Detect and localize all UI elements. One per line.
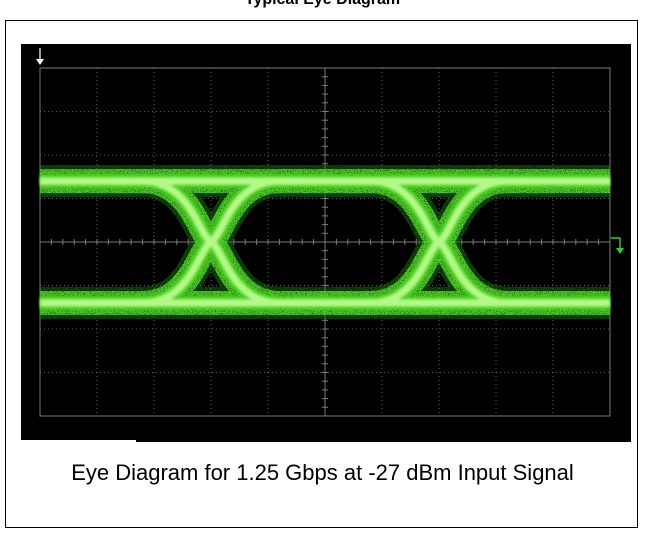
eye-traces (40, 164, 610, 320)
page-title: Typical Eye Diagram (0, 0, 645, 9)
trace-pass (40, 177, 610, 307)
oscilloscope-screen (21, 44, 631, 442)
falling-edge-trace (112, 177, 538, 307)
screen-edge-notch (21, 440, 136, 442)
figure-caption: Eye Diagram for 1.25 Gbps at -27 dBm Inp… (71, 460, 574, 485)
grid (39, 67, 611, 417)
trigger-arrowhead-icon (36, 59, 44, 65)
ground-reference-icon (611, 237, 621, 250)
markers (36, 48, 624, 254)
ground-reference-arrowhead-icon (616, 248, 624, 254)
eye-diagram-plot (36, 48, 624, 417)
